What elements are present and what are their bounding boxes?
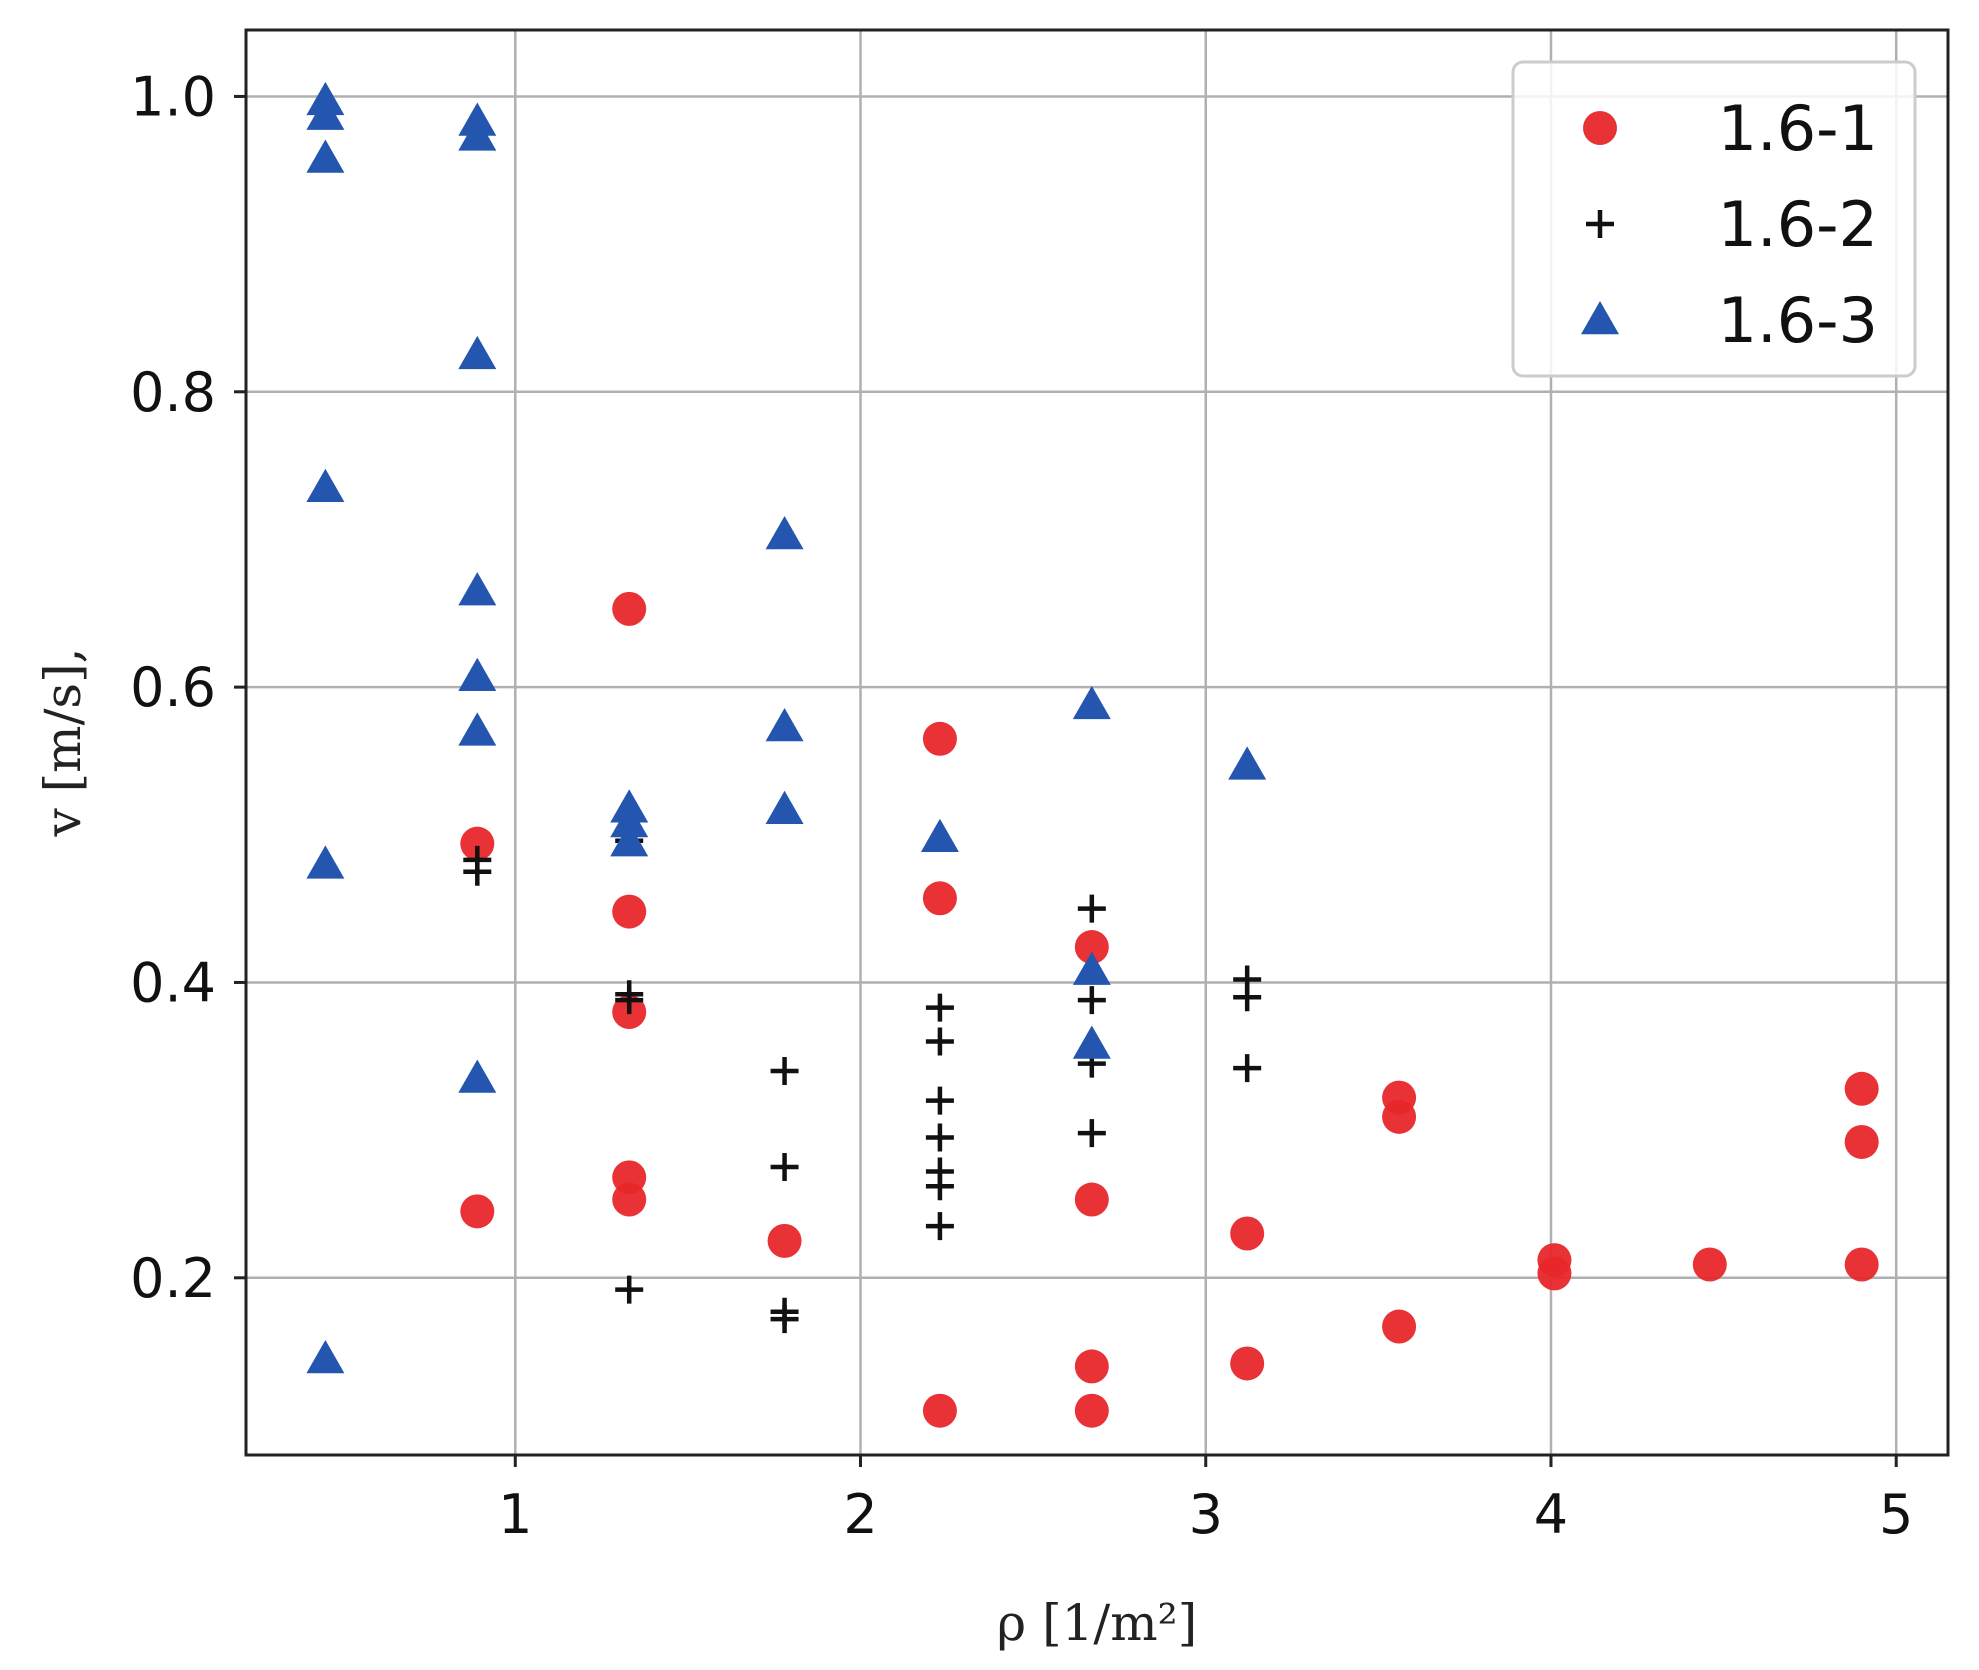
- data-point-circle: [1382, 1099, 1417, 1134]
- data-point-plus: [1077, 894, 1106, 923]
- legend-label: 1.6-2: [1718, 188, 1878, 261]
- x-tick-label: 2: [843, 1483, 877, 1546]
- data-point-plus: [615, 1275, 644, 1304]
- data-point-triangle: [458, 1059, 497, 1093]
- y-tick-label: 0.8: [130, 361, 216, 424]
- data-point-triangle: [1072, 951, 1111, 985]
- data-point-circle: [1692, 1247, 1727, 1282]
- x-tick-label: 1: [498, 1483, 532, 1546]
- y-axis-ticks: 0.2 0.4 0.6 0.8 1.0: [130, 65, 246, 1310]
- data-point-circle: [1230, 1216, 1265, 1251]
- x-tick-label: 5: [1879, 1483, 1913, 1546]
- data-point-triangle: [1072, 1025, 1111, 1059]
- plot-frame: [244, 28, 1950, 1457]
- data-point-triangle: [458, 117, 497, 151]
- data-point-triangle: [765, 790, 804, 824]
- data-point-circle: [1537, 1256, 1572, 1291]
- data-point-circle: [1074, 1349, 1109, 1384]
- data-point-plus: [770, 1057, 799, 1086]
- data-point-triangle: [458, 335, 497, 370]
- data-point-triangle: [610, 803, 649, 838]
- legend-label: 1.6-1: [1718, 92, 1878, 165]
- data-point-plus: [770, 1305, 799, 1334]
- data-point-triangle: [306, 139, 345, 173]
- data-point-triangle: [458, 572, 497, 606]
- data-point-triangle: [610, 823, 649, 857]
- data-point-triangle: [306, 845, 345, 879]
- data-point-circle: [1230, 1346, 1265, 1381]
- data-point-circle: [922, 721, 957, 756]
- data-point-plus: [1077, 1119, 1106, 1148]
- data-point-plus: [1233, 983, 1262, 1012]
- data-point-plus: [925, 993, 954, 1022]
- data-point-circle: [1074, 1393, 1109, 1428]
- series-2: [463, 826, 1262, 1334]
- y-tick-label: 0.2: [130, 1247, 216, 1310]
- legend: 1.6-1 1.6-2 1.6-3: [1511, 60, 1917, 378]
- data-point-circle: [460, 826, 495, 861]
- data-point-plus: [770, 1153, 799, 1182]
- x-tick-label: 3: [1189, 1483, 1223, 1546]
- data-point-plus: [925, 1172, 954, 1201]
- y-tick-label: 0.6: [130, 656, 216, 719]
- legend-entry: 1.6-2: [1586, 188, 1878, 261]
- data-point-triangle: [306, 1340, 345, 1374]
- legend-box: [1511, 60, 1917, 378]
- data-point-circle: [612, 894, 647, 929]
- x-axis-ticks: 1 2 3 4 5: [498, 1455, 1913, 1546]
- data-point-circle: [1074, 1182, 1109, 1217]
- data-point-triangle: [458, 657, 497, 692]
- data-point-circle: [1382, 1309, 1417, 1344]
- data-point-circle: [1074, 930, 1109, 965]
- data-point-plus: [615, 986, 644, 1015]
- data-point-triangle: [1072, 685, 1111, 720]
- data-point-plus: [925, 1123, 954, 1152]
- y-tick-label: 0.4: [130, 951, 216, 1014]
- data-point-circle: [767, 1223, 802, 1258]
- data-point-triangle: [1228, 746, 1267, 780]
- data-point-circle: [460, 1194, 495, 1229]
- legend-entry: 1.6-3: [1581, 284, 1878, 357]
- x-axis-label: ρ [1/m²]: [997, 1594, 1197, 1652]
- data-point-triangle: [306, 96, 345, 130]
- data-point-plus: [925, 1086, 954, 1115]
- data-point-triangle: [765, 707, 804, 742]
- data-point-triangle: [920, 818, 959, 852]
- data-point-plus: [925, 1212, 954, 1241]
- data-point-circle: [922, 1393, 957, 1428]
- data-point-triangle: [458, 712, 497, 746]
- data-point-circle: [612, 1182, 647, 1217]
- data-point-circle: [1844, 1247, 1879, 1282]
- legend-marker-triangle: [1581, 301, 1619, 335]
- data-point-plus: [925, 1027, 954, 1056]
- data-point-circle: [612, 591, 647, 626]
- legend-entry: 1.6-1: [1583, 92, 1878, 165]
- legend-marker-plus: [1586, 210, 1614, 238]
- legend-marker-circle: [1583, 111, 1617, 145]
- series-1: [460, 591, 1879, 1428]
- data-point-plus: [463, 857, 492, 886]
- data-point-plus: [1233, 1054, 1262, 1083]
- y-tick-label: 1.0: [130, 65, 216, 128]
- data-point-triangle: [765, 516, 804, 550]
- y-axis-label: v [m/s],: [34, 648, 92, 838]
- data-point-plus: [1077, 986, 1106, 1015]
- data-point-circle: [1844, 1071, 1879, 1106]
- data-point-circle: [922, 881, 957, 916]
- data-marks: [306, 81, 1879, 1428]
- data-point-circle: [1844, 1124, 1879, 1159]
- data-point-triangle: [306, 468, 345, 503]
- legend-label: 1.6-3: [1718, 284, 1878, 357]
- x-tick-label: 4: [1534, 1483, 1568, 1546]
- series-3: [306, 81, 1267, 1374]
